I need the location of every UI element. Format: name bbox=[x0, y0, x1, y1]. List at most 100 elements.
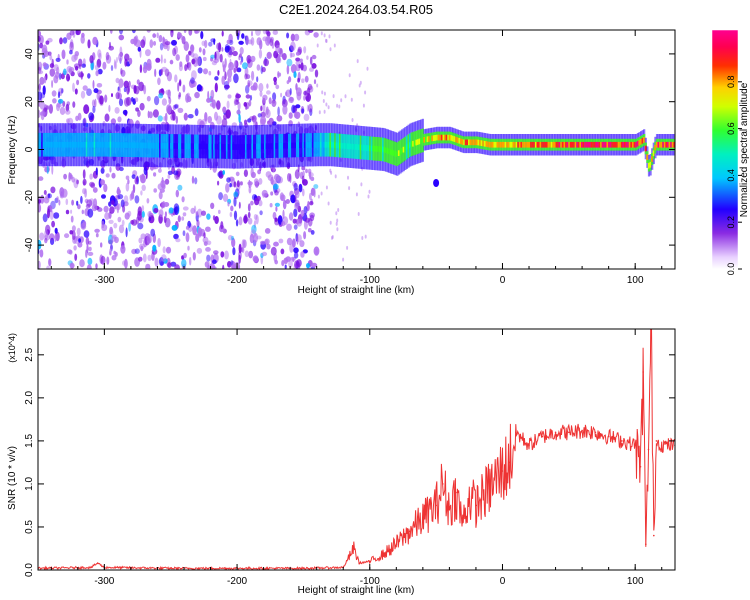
noise-speckle bbox=[327, 201, 330, 206]
ridge-core bbox=[81, 141, 84, 148]
ridge-core bbox=[565, 141, 568, 148]
ridge-core bbox=[213, 143, 216, 150]
noise-speckle bbox=[310, 230, 315, 235]
ridge-core bbox=[87, 141, 90, 148]
ridge-core bbox=[614, 141, 617, 148]
noise-speckle bbox=[56, 196, 59, 202]
noise-speckle bbox=[279, 48, 284, 58]
ridge-core bbox=[165, 143, 168, 149]
noise-speckle bbox=[259, 210, 263, 216]
noise-speckle bbox=[134, 195, 140, 204]
noise-speckle bbox=[223, 80, 230, 91]
noise-speckle bbox=[191, 175, 195, 184]
noise-speckle bbox=[261, 251, 268, 257]
x-tick-label: 0 bbox=[500, 275, 506, 286]
ridge-core bbox=[90, 141, 93, 148]
noise-speckle bbox=[231, 263, 236, 269]
noise-speckle bbox=[177, 82, 180, 92]
noise-speckle bbox=[123, 195, 129, 204]
noise-speckle bbox=[233, 98, 237, 107]
noise-speckle bbox=[233, 191, 238, 198]
noise-speckle bbox=[180, 34, 184, 40]
noise-speckle bbox=[290, 33, 296, 42]
ridge-core bbox=[612, 141, 616, 148]
ridge-core bbox=[101, 141, 104, 148]
noise-speckle bbox=[96, 83, 103, 88]
ridge-core bbox=[579, 141, 582, 148]
noise-speckle bbox=[44, 238, 48, 244]
noise-speckle bbox=[235, 219, 239, 227]
noise-speckle bbox=[276, 115, 283, 122]
ridge-core bbox=[224, 144, 227, 150]
noise-speckle bbox=[156, 32, 159, 39]
noise-speckle bbox=[325, 102, 328, 107]
noise-speckle bbox=[221, 118, 228, 128]
noise-speckle bbox=[140, 190, 143, 196]
noise-speckle bbox=[191, 58, 196, 65]
ridge-core bbox=[225, 144, 229, 150]
noise-speckle bbox=[278, 238, 284, 244]
ridge-core bbox=[273, 143, 276, 149]
ridge-core bbox=[160, 142, 163, 149]
noise-speckle bbox=[59, 106, 66, 115]
ridge-core bbox=[646, 154, 649, 160]
noise-speckle bbox=[306, 263, 310, 269]
noise-speckle bbox=[218, 42, 222, 53]
ridge-core bbox=[117, 142, 120, 148]
ridge-core bbox=[71, 141, 74, 148]
noise-speckle bbox=[139, 174, 146, 180]
noise-speckle bbox=[217, 180, 220, 186]
noise-speckle bbox=[146, 233, 152, 244]
noise-speckle bbox=[102, 61, 107, 70]
ridge-core bbox=[417, 139, 420, 145]
noise-speckle bbox=[51, 58, 54, 68]
ridge-core bbox=[550, 141, 553, 148]
noise-speckle bbox=[306, 104, 310, 112]
noise-speckle bbox=[250, 200, 254, 206]
ridge-core bbox=[453, 136, 456, 142]
ridge-core bbox=[171, 143, 174, 149]
noise-speckle bbox=[311, 262, 318, 268]
noise-speckle bbox=[325, 38, 327, 43]
noise-speckle bbox=[77, 112, 82, 121]
noise-speckle bbox=[116, 203, 120, 214]
noise-speckle bbox=[100, 242, 103, 248]
ridge-core bbox=[587, 141, 590, 148]
ridge-core bbox=[382, 146, 385, 153]
noise-speckle bbox=[272, 211, 277, 220]
x-tick-label: -300 bbox=[94, 576, 114, 587]
snr-point bbox=[90, 566, 92, 569]
noise-speckle bbox=[183, 41, 189, 52]
ridge-core bbox=[461, 139, 464, 145]
noise-speckle bbox=[213, 38, 216, 45]
ridge-core bbox=[670, 141, 673, 148]
noise-speckle bbox=[300, 62, 304, 71]
noise-speckle bbox=[135, 39, 141, 48]
ridge-core bbox=[104, 141, 108, 148]
noise-speckle bbox=[208, 41, 213, 47]
noise-speckle bbox=[272, 92, 277, 101]
noise-speckle bbox=[226, 100, 230, 109]
noise-speckle bbox=[238, 216, 243, 226]
ridge-core bbox=[573, 141, 576, 148]
noise-speckle bbox=[80, 70, 84, 80]
ridge-core bbox=[555, 141, 558, 148]
noise-speckle bbox=[250, 37, 255, 46]
ridge-core bbox=[203, 143, 206, 150]
noise-speckle bbox=[359, 80, 362, 85]
noise-speckle bbox=[95, 263, 98, 269]
noise-speckle bbox=[288, 212, 294, 221]
noise-speckle bbox=[134, 248, 140, 254]
ridge-core bbox=[389, 149, 393, 155]
noise-speckle bbox=[244, 213, 248, 220]
noise-speckle bbox=[293, 71, 297, 78]
noise-speckle bbox=[58, 72, 62, 81]
noise-speckle bbox=[331, 235, 334, 239]
noise-speckle bbox=[141, 211, 145, 218]
ridge-core bbox=[668, 141, 671, 148]
noise-speckle bbox=[239, 47, 244, 55]
noise-speckle bbox=[368, 189, 371, 194]
noise-speckle bbox=[63, 173, 67, 180]
noise-speckle bbox=[316, 43, 319, 48]
noise-speckle bbox=[247, 118, 252, 123]
